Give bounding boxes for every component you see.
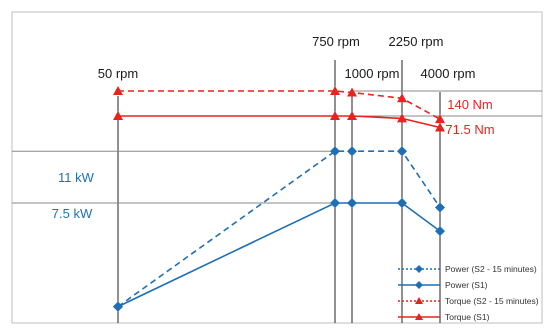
power-diamond-marker — [397, 198, 407, 208]
power-value-label: 11 kW — [58, 170, 95, 185]
legend-label: Power (S2 - 15 minutes) — [445, 264, 537, 274]
rpm-label: 1000 rpm — [345, 66, 400, 81]
legend-label: Torque (S1) — [445, 312, 490, 322]
series-markers — [113, 86, 445, 312]
power-value-label: 7.5 kW — [52, 206, 93, 221]
rpm-label: 50 rpm — [98, 66, 138, 81]
torque-triangle-marker — [330, 86, 340, 95]
torque-triangle-marker — [113, 111, 123, 120]
rpm-label: 4000 rpm — [421, 66, 476, 81]
torque-value-label: 140 Nm — [447, 97, 493, 112]
torque-triangle-marker — [347, 111, 357, 120]
torque-value-label: 71.5 Nm — [445, 122, 494, 137]
power-diamond-marker — [435, 202, 445, 213]
legend-label: Power (S1) — [445, 280, 488, 290]
power-diamond-marker — [330, 146, 340, 157]
power-diamond-marker — [435, 226, 445, 237]
torque-triangle-marker — [397, 93, 407, 103]
power-diamond-marker — [113, 301, 123, 312]
torque-triangle-marker — [397, 113, 407, 123]
torque-triangle-marker — [113, 86, 123, 95]
torque-triangle-marker — [347, 87, 357, 97]
axis-labels: 50 rpm 750 rpm 1000 rpm 2250 rpm 4000 rpm 11 … — [52, 34, 495, 221]
rpm-label: 2250 rpm — [389, 34, 444, 49]
legend-diamond-icon — [415, 265, 423, 273]
torque-triangle-marker — [330, 111, 340, 120]
legend-triangle-icon — [415, 297, 423, 304]
power-diamond-marker — [397, 146, 407, 157]
power-diamond-marker — [347, 198, 357, 208]
torque-triangle-marker — [435, 122, 445, 132]
rpm-label: 750 rpm — [312, 34, 360, 49]
legend-diamond-icon — [415, 281, 423, 289]
chart-frame — [11, 11, 543, 324]
power-diamond-marker — [330, 198, 340, 208]
legend-label: Torque (S2 - 15 minutes) — [445, 296, 539, 306]
legend-triangle-icon — [415, 313, 423, 320]
power-diamond-marker — [347, 146, 357, 157]
torque-triangle-marker — [435, 114, 445, 124]
legend: Power (S2 - 15 minutes) Power (S1) Torque … — [398, 264, 539, 322]
